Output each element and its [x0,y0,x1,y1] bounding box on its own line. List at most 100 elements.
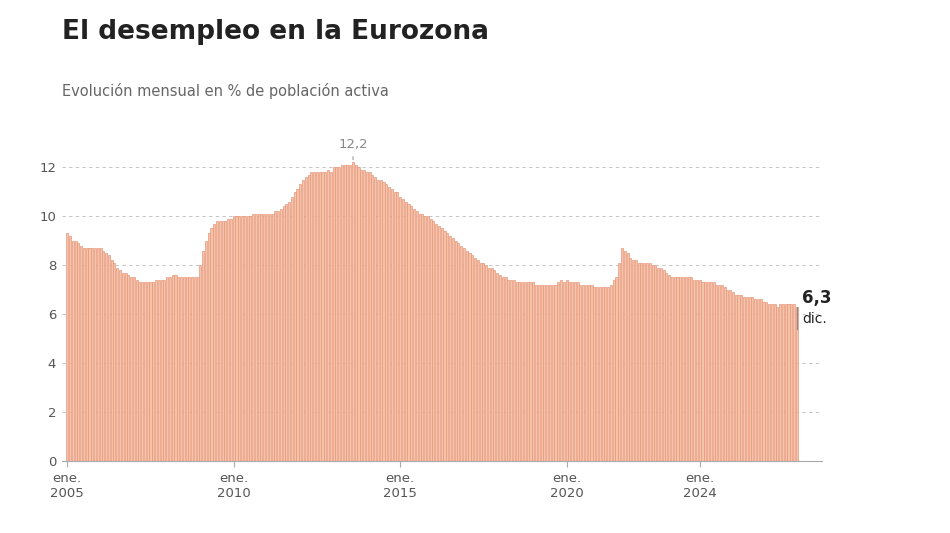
Bar [291,197,293,461]
Bar [770,304,773,461]
Bar [103,251,104,461]
Bar [335,167,337,461]
Bar [582,285,584,461]
Bar [163,280,165,461]
Bar [516,282,518,461]
Bar [510,280,512,461]
Bar [588,285,590,461]
Bar [216,221,218,461]
Bar [427,216,428,461]
Bar [133,278,135,461]
Bar [624,251,626,461]
Bar [688,278,690,461]
Bar [305,177,307,461]
Bar [260,214,262,461]
Bar [740,295,742,461]
Bar [685,278,687,461]
Bar [618,263,620,461]
Bar [757,300,759,461]
Bar [182,278,185,461]
Bar [230,219,232,461]
Bar [266,214,268,461]
Bar [704,282,706,461]
Bar [377,180,379,461]
Bar [352,163,354,461]
Bar [552,285,554,461]
Bar [485,265,487,461]
Bar [149,282,152,461]
Bar [255,214,256,461]
Bar [788,304,789,461]
Bar [643,263,645,461]
Bar [280,209,282,461]
Bar [288,201,291,461]
Bar [610,285,612,461]
Bar [108,255,110,461]
Bar [668,275,671,461]
Bar [205,241,207,461]
Bar [632,260,635,461]
Bar [746,297,748,461]
Bar [621,248,623,461]
Bar [152,282,154,461]
Bar [383,182,385,461]
Bar [732,292,734,461]
Bar [438,226,440,461]
Bar [712,282,714,461]
Bar [429,219,431,461]
Bar [796,307,798,461]
Bar [263,214,265,461]
Bar [432,221,434,461]
Bar [763,302,765,461]
Bar [721,285,723,461]
Bar [390,189,393,461]
Bar [549,285,551,461]
Text: dic.: dic. [803,312,827,326]
Bar [568,282,570,461]
Bar [208,233,210,461]
Bar [519,282,521,461]
Bar [665,272,668,461]
Bar [593,287,596,461]
Bar [116,268,118,461]
Bar [191,278,193,461]
Bar [338,167,340,461]
Bar [635,260,636,461]
Bar [773,304,775,461]
Bar [233,216,235,461]
Bar [405,201,407,461]
Bar [388,187,390,461]
Bar [532,282,534,461]
Bar [136,280,138,461]
Bar [155,280,157,461]
Bar [75,241,77,461]
Bar [344,165,346,461]
Bar [249,216,252,461]
Bar [452,238,454,461]
Bar [471,255,473,461]
Bar [577,282,579,461]
Bar [180,278,182,461]
Bar [100,248,102,461]
Bar [272,214,274,461]
Bar [598,287,601,461]
Bar [124,272,126,461]
Bar [386,184,388,461]
Bar [776,307,778,461]
Bar [410,206,412,461]
Bar [483,263,484,461]
Bar [424,216,427,461]
Bar [419,214,421,461]
Bar [504,278,506,461]
Bar [347,165,349,461]
Bar [371,175,373,461]
Bar [558,282,560,461]
Bar [657,268,659,461]
Bar [91,248,93,461]
Bar [446,233,448,461]
Bar [596,287,598,461]
Bar [730,290,732,461]
Bar [97,248,99,461]
Bar [332,167,334,461]
Bar [413,209,415,461]
